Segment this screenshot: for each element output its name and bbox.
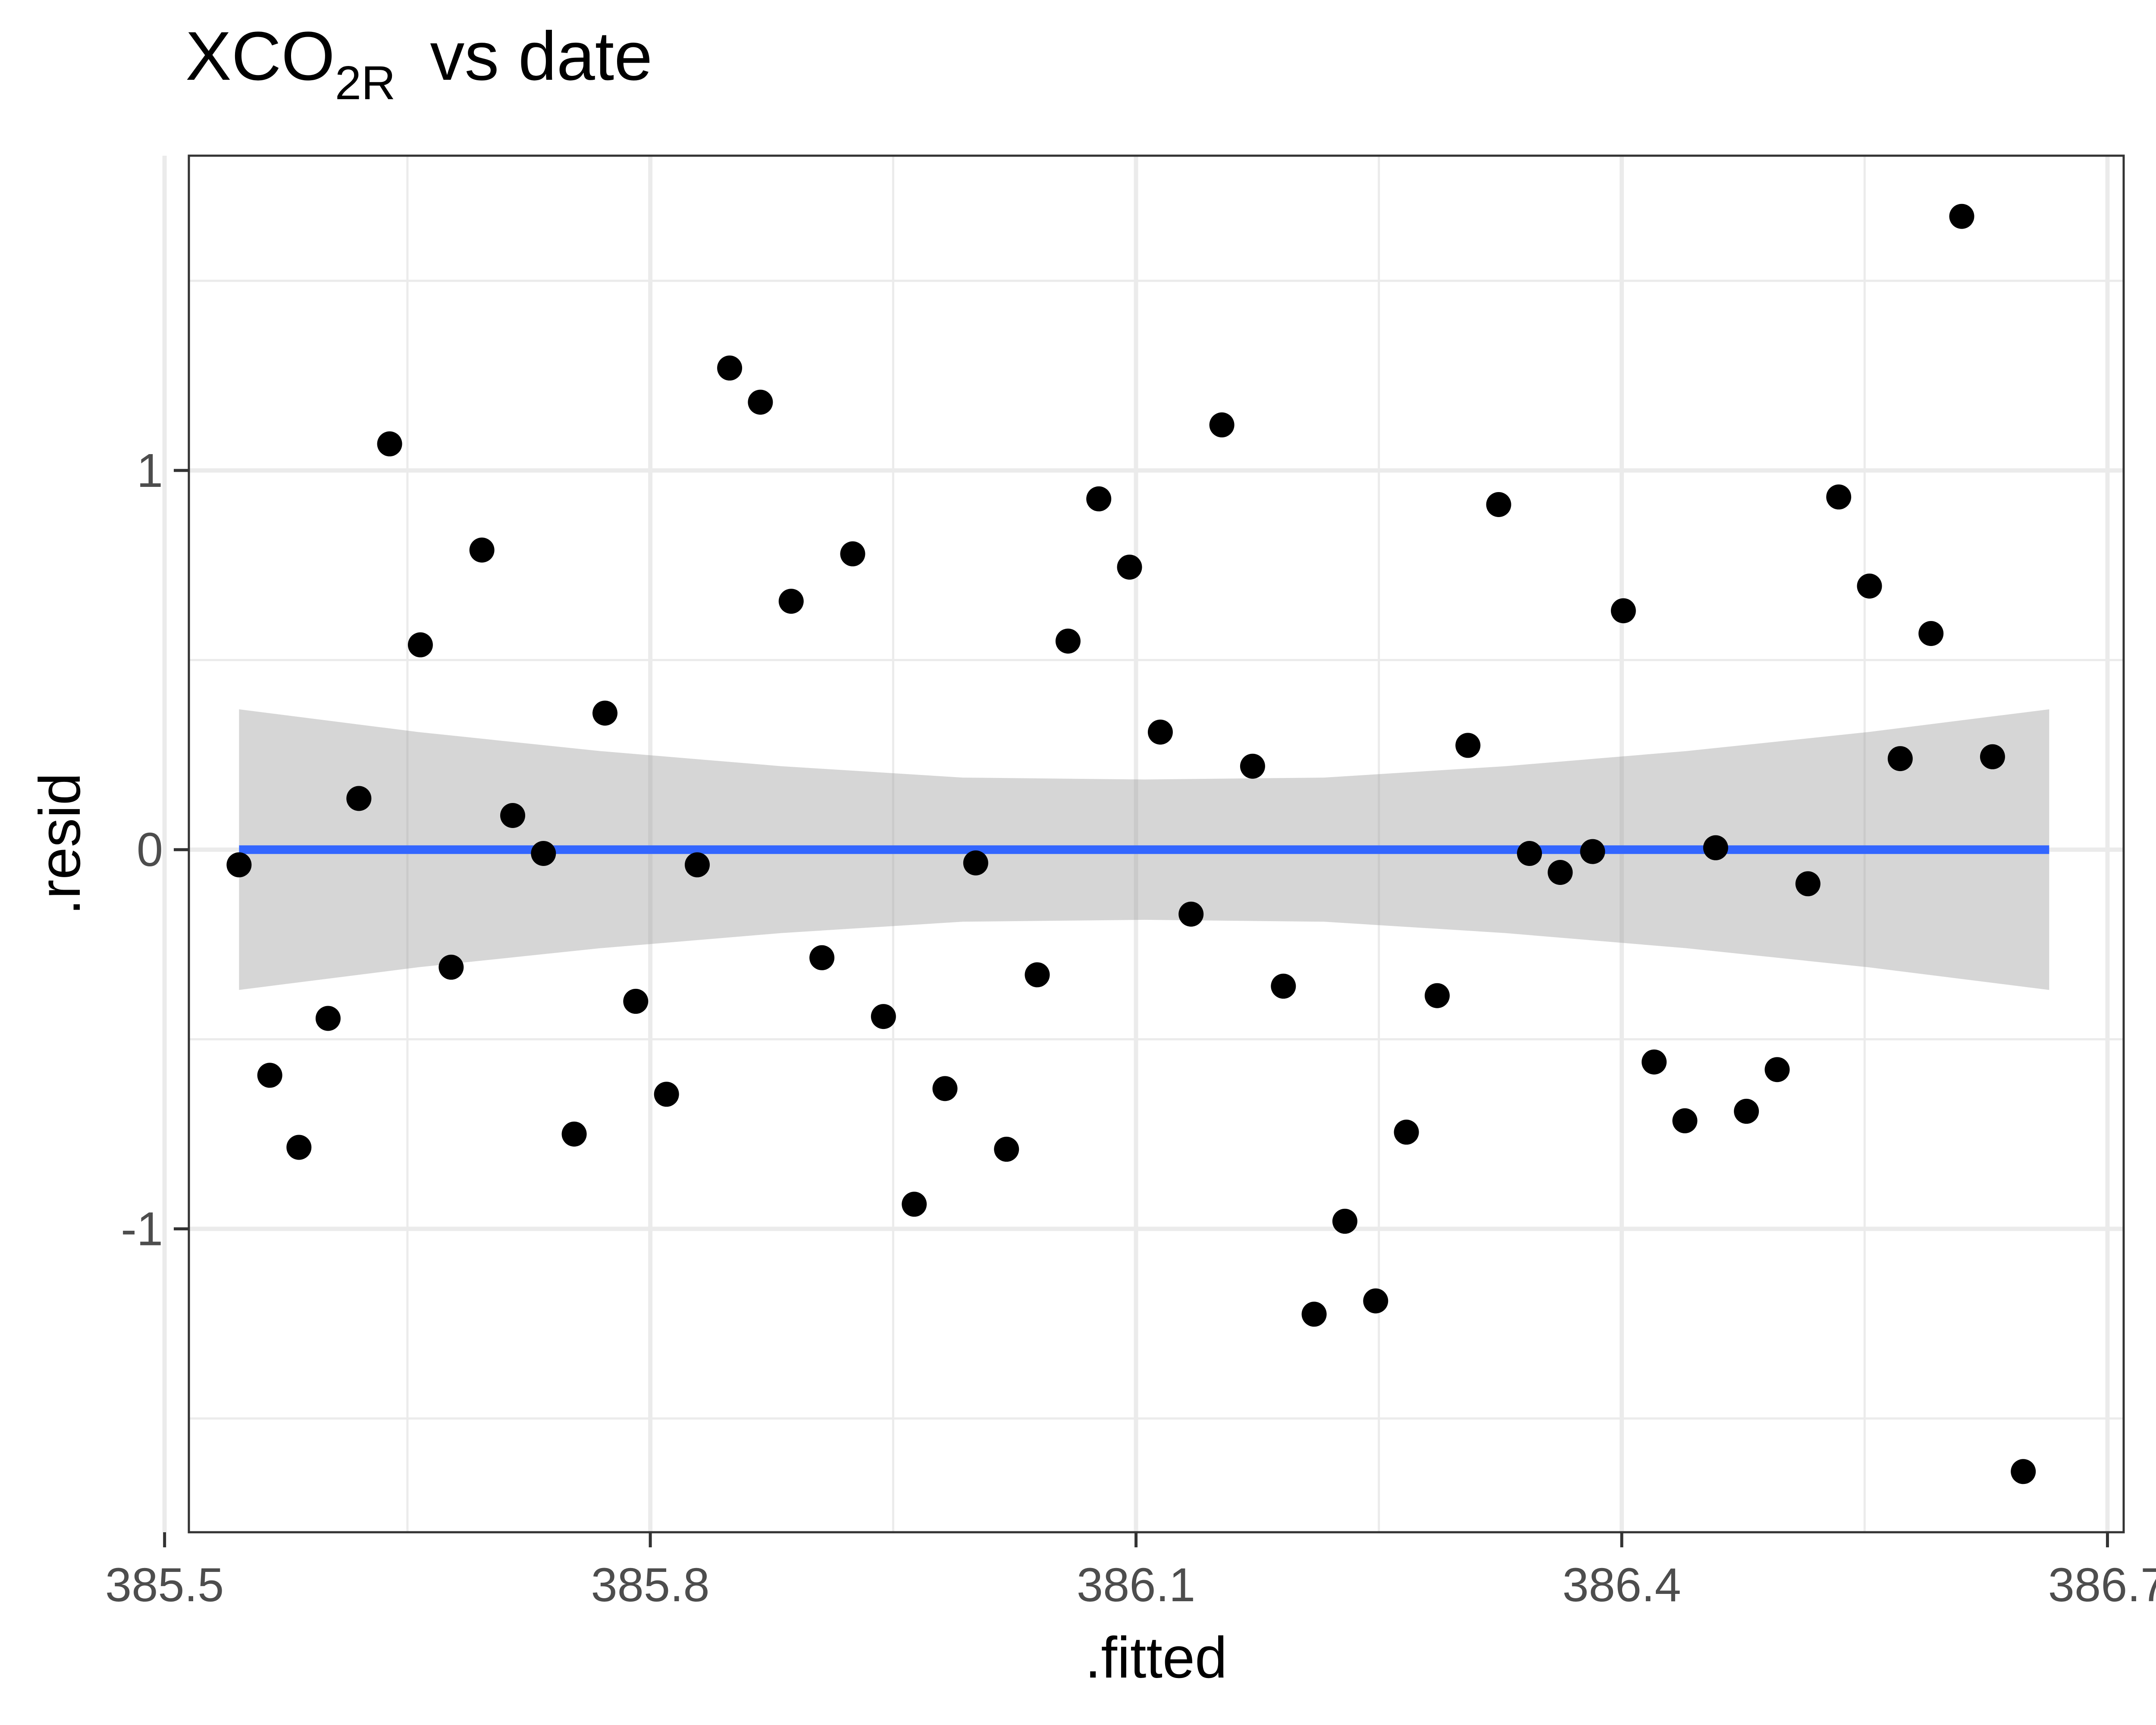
- x-tick-label-4: 386.7: [2048, 1559, 2156, 1612]
- data-point-27: [1055, 628, 1081, 654]
- data-point-29: [1117, 555, 1142, 580]
- data-point-28: [1086, 486, 1112, 511]
- data-point-0: [226, 852, 252, 878]
- data-point-20: [840, 541, 865, 567]
- chart-title: XCO2R vs date: [185, 17, 652, 110]
- data-point-1: [257, 1063, 282, 1088]
- data-point-37: [1363, 1288, 1388, 1314]
- data-point-21: [871, 1004, 896, 1029]
- y-axis: -1 0 1: [121, 444, 189, 1256]
- plot-panel-border: [188, 154, 2125, 1534]
- data-point-23: [932, 1076, 958, 1101]
- data-point-41: [1486, 492, 1511, 517]
- data-point-34: [1271, 973, 1296, 999]
- data-point-44: [1580, 839, 1605, 864]
- data-point-19: [809, 945, 835, 970]
- y-tick-label-0: -1: [121, 1203, 163, 1256]
- data-point-9: [500, 803, 525, 828]
- x-tick-label-2: 386.1: [1077, 1559, 1195, 1612]
- data-point-10: [531, 841, 556, 866]
- data-point-24: [963, 850, 988, 875]
- chart-title-subscript: 2R: [335, 56, 396, 110]
- data-point-25: [994, 1136, 1019, 1162]
- data-point-5: [377, 431, 402, 457]
- data-point-38: [1394, 1120, 1419, 1145]
- data-point-17: [748, 389, 773, 415]
- data-point-18: [778, 589, 804, 614]
- data-point-13: [623, 988, 649, 1014]
- data-point-49: [1734, 1098, 1759, 1124]
- grid-minor: [189, 156, 2124, 1532]
- data-point-2: [286, 1135, 312, 1160]
- data-point-54: [1887, 746, 1913, 772]
- x-tick-label-3: 386.4: [1562, 1559, 1681, 1612]
- data-point-56: [1949, 204, 1974, 229]
- data-point-30: [1147, 719, 1173, 745]
- data-points: [226, 204, 2036, 1484]
- data-point-32: [1209, 412, 1235, 438]
- x-tick-label-0: 385.5: [105, 1559, 224, 1612]
- data-point-46: [1642, 1049, 1667, 1075]
- x-tick-label-1: 385.8: [591, 1559, 709, 1612]
- data-point-55: [1918, 621, 1944, 646]
- data-point-36: [1332, 1208, 1357, 1234]
- chart-title-rest: vs date: [430, 17, 652, 94]
- data-point-50: [1764, 1057, 1790, 1082]
- data-point-14: [654, 1082, 679, 1107]
- plot-panel: [189, 156, 2124, 1532]
- chart-title-main: XCO: [185, 17, 335, 94]
- x-axis: 385.5 385.8 386.1 386.4 386.7: [105, 1532, 2156, 1612]
- data-point-7: [439, 954, 464, 980]
- data-point-33: [1240, 753, 1265, 779]
- data-point-15: [685, 852, 710, 878]
- data-point-4: [346, 786, 372, 811]
- data-point-40: [1455, 733, 1481, 758]
- data-point-52: [1826, 484, 1852, 510]
- data-point-31: [1178, 901, 1204, 927]
- y-tick-label-2: 1: [137, 444, 163, 497]
- data-point-47: [1672, 1108, 1698, 1133]
- data-point-42: [1517, 841, 1542, 866]
- data-point-8: [469, 537, 495, 563]
- y-axis-title: .resid: [27, 773, 92, 915]
- y-tick-label-1: 0: [137, 823, 163, 876]
- data-point-51: [1795, 871, 1821, 897]
- data-point-22: [902, 1192, 927, 1217]
- data-point-45: [1611, 598, 1636, 624]
- data-point-3: [315, 1006, 341, 1031]
- data-point-43: [1548, 860, 1573, 885]
- data-point-16: [717, 355, 743, 381]
- data-point-57: [1980, 744, 2005, 769]
- data-point-26: [1025, 962, 1050, 988]
- data-point-53: [1857, 574, 1882, 599]
- data-point-48: [1703, 835, 1728, 860]
- data-point-58: [2011, 1459, 2036, 1484]
- data-point-35: [1301, 1302, 1327, 1327]
- data-point-12: [592, 700, 617, 726]
- x-axis-title: .fitted: [1085, 1625, 1227, 1690]
- data-point-11: [561, 1121, 587, 1147]
- data-point-6: [407, 632, 433, 658]
- data-point-39: [1425, 983, 1450, 1008]
